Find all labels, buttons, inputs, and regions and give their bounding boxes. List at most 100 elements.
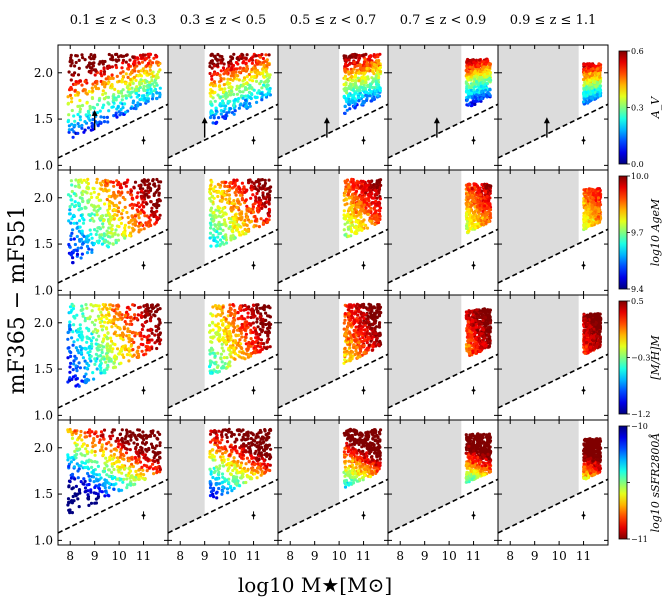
data-point (99, 368, 103, 372)
data-point (93, 362, 97, 366)
data-point (587, 205, 591, 209)
data-point (100, 82, 104, 86)
data-point (81, 199, 85, 203)
data-point (143, 183, 147, 187)
data-point (477, 219, 481, 223)
selection-line (388, 228, 498, 284)
data-point (75, 369, 79, 373)
data-point (582, 83, 586, 87)
data-point (123, 313, 128, 318)
data-point (109, 218, 113, 222)
data-point (377, 200, 381, 204)
data-point (89, 339, 93, 343)
data-point (361, 195, 365, 199)
data-point (378, 70, 382, 74)
data-point (237, 190, 241, 194)
data-point (347, 86, 351, 90)
data-point (142, 84, 146, 88)
data-point (100, 328, 104, 332)
data-point (130, 206, 135, 210)
data-point (151, 179, 155, 183)
data-point (112, 321, 116, 325)
data-point (112, 315, 116, 319)
data-point (159, 338, 163, 342)
data-point (120, 316, 124, 320)
data-point (475, 93, 479, 97)
data-point (221, 66, 226, 70)
data-point (99, 324, 103, 328)
data-point (80, 123, 84, 128)
data-point (226, 201, 230, 205)
data-point (248, 220, 252, 224)
data-point (70, 183, 74, 187)
data-point (212, 210, 216, 215)
data-point (238, 66, 242, 70)
selection-line (58, 103, 168, 159)
data-point (267, 53, 271, 57)
data-point (368, 85, 372, 89)
column-title: 0.7 ≤ z < 0.9 (400, 13, 487, 28)
data-point (208, 91, 212, 95)
data-point (473, 77, 477, 81)
data-point (133, 69, 137, 73)
data-point (101, 222, 105, 226)
data-point (231, 70, 235, 74)
data-point (366, 212, 370, 217)
data-point (597, 62, 601, 66)
data-point (103, 85, 107, 89)
data-point (213, 90, 217, 94)
data-point (127, 336, 131, 340)
data-point (211, 219, 215, 223)
data-point (235, 188, 239, 192)
data-point (135, 85, 139, 89)
data-point (142, 94, 146, 98)
data-point (466, 182, 470, 186)
data-point (137, 228, 141, 232)
data-point (90, 212, 94, 216)
data-point (377, 208, 381, 212)
data-point (137, 184, 141, 188)
data-point (345, 220, 350, 225)
data-point (232, 204, 236, 208)
data-point (79, 213, 83, 218)
data-point (90, 320, 94, 324)
data-point (591, 79, 595, 83)
data-point (208, 71, 212, 76)
data-point (210, 66, 214, 70)
data-point (212, 80, 216, 84)
data-point (155, 55, 159, 59)
data-point (101, 89, 105, 93)
data-point (215, 58, 219, 62)
data-point (215, 64, 220, 68)
data-point (149, 319, 153, 323)
data-point (69, 78, 73, 82)
data-point (216, 52, 220, 57)
data-point (344, 214, 348, 218)
data-point (88, 118, 92, 122)
data-point (121, 344, 125, 348)
data-point (134, 91, 138, 95)
data-point (375, 196, 379, 200)
data-point (158, 86, 162, 90)
data-point (151, 306, 155, 311)
data-point (74, 80, 78, 84)
data-point (142, 197, 147, 201)
data-point (209, 183, 213, 187)
data-point (74, 82, 78, 86)
data-point (120, 80, 124, 84)
data-point (152, 56, 156, 60)
data-point (133, 313, 137, 317)
data-point (586, 216, 590, 220)
data-point (352, 67, 356, 71)
data-point (111, 304, 115, 308)
data-point (153, 333, 157, 337)
data-point (590, 73, 595, 77)
data-point (78, 98, 82, 103)
data-point (90, 250, 94, 254)
data-point (248, 95, 252, 99)
data-point (213, 223, 217, 227)
data-point (209, 199, 213, 203)
data-point (229, 206, 233, 210)
data-point (598, 79, 603, 83)
data-point (73, 89, 77, 93)
